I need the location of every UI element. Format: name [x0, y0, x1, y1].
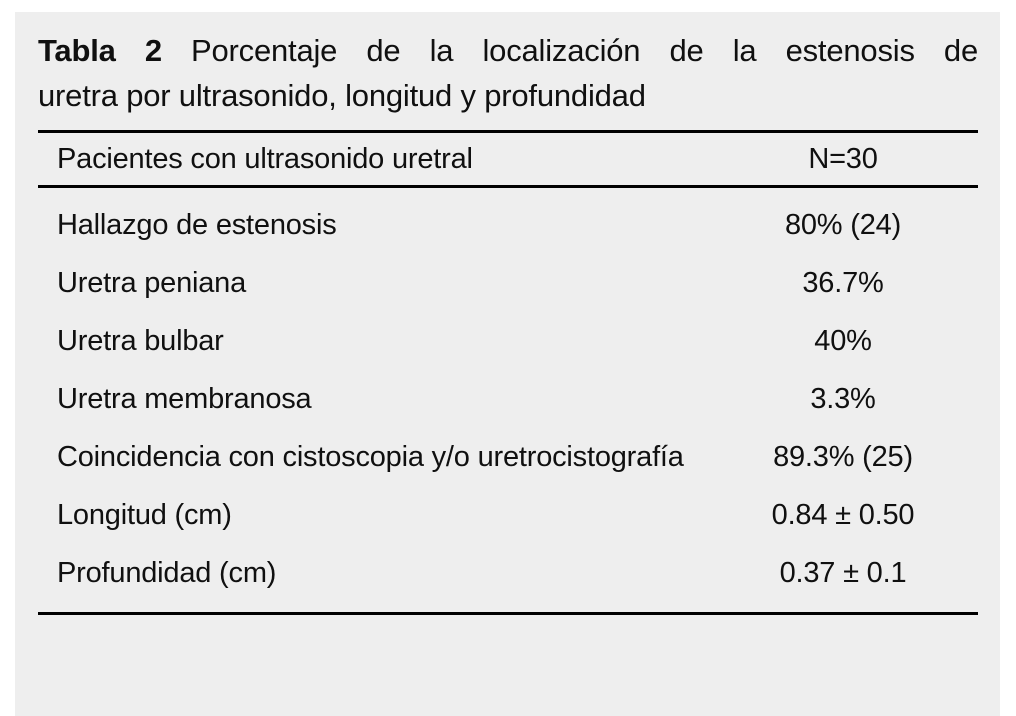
header-value: N=30	[808, 142, 878, 175]
table-caption-text: Porcentaje de la localización de la este…	[191, 33, 978, 68]
table-row: Coincidencia con cistoscopia y/o uretroc…	[38, 428, 978, 486]
table-row: Hallazgo de estenosis 80% (24)	[38, 196, 978, 254]
row-value: 0.37 ± 0.1	[779, 557, 907, 589]
table-caption: Tabla 2 Porcentaje de la localización de…	[38, 12, 978, 118]
table-body: Hallazgo de estenosis 80% (24) Uretra pe…	[38, 188, 978, 602]
row-label: Hallazgo de estenosis	[57, 209, 337, 241]
row-value: 40%	[814, 325, 872, 357]
row-label: Uretra membranosa	[57, 383, 312, 415]
table-content: Tabla 2 Porcentaje de la localización de…	[38, 12, 978, 615]
table-caption-line2: uretra por ultrasonido, longitud y profu…	[38, 78, 646, 113]
row-label: Uretra peniana	[57, 267, 247, 299]
row-value: 0.84 ± 0.50	[771, 499, 915, 531]
row-value: 89.3% (25)	[773, 441, 913, 473]
table-row: Uretra membranosa 3.3%	[38, 370, 978, 428]
table-caption-line1: Tabla 2 Porcentaje de la localización de…	[38, 28, 978, 73]
rule-header	[38, 185, 978, 188]
row-label: Longitud (cm)	[57, 499, 232, 531]
table-header-row: Pacientes con ultrasonido uretral N=30	[38, 133, 978, 185]
row-label: Uretra bulbar	[57, 325, 224, 357]
row-label: Coincidencia con cistoscopia y/o uretroc…	[57, 441, 684, 473]
header-label: Pacientes con ultrasonido uretral	[57, 142, 473, 175]
row-value: 3.3%	[810, 383, 876, 415]
table-row: Uretra peniana 36.7%	[38, 254, 978, 312]
row-value: 80% (24)	[784, 209, 902, 241]
table-row: Longitud (cm) 0.84 ± 0.50	[38, 486, 978, 544]
rule-top	[38, 130, 978, 133]
row-value: 36.7%	[802, 267, 884, 299]
table-number-label: Tabla 2	[38, 33, 162, 68]
table-panel: Tabla 2 Porcentaje de la localización de…	[15, 12, 1000, 716]
table-row: Uretra bulbar 40%	[38, 312, 978, 370]
rule-bottom	[38, 612, 978, 615]
row-label: Profundidad (cm)	[57, 557, 277, 589]
table-row: Profundidad (cm) 0.37 ± 0.1	[38, 544, 978, 602]
